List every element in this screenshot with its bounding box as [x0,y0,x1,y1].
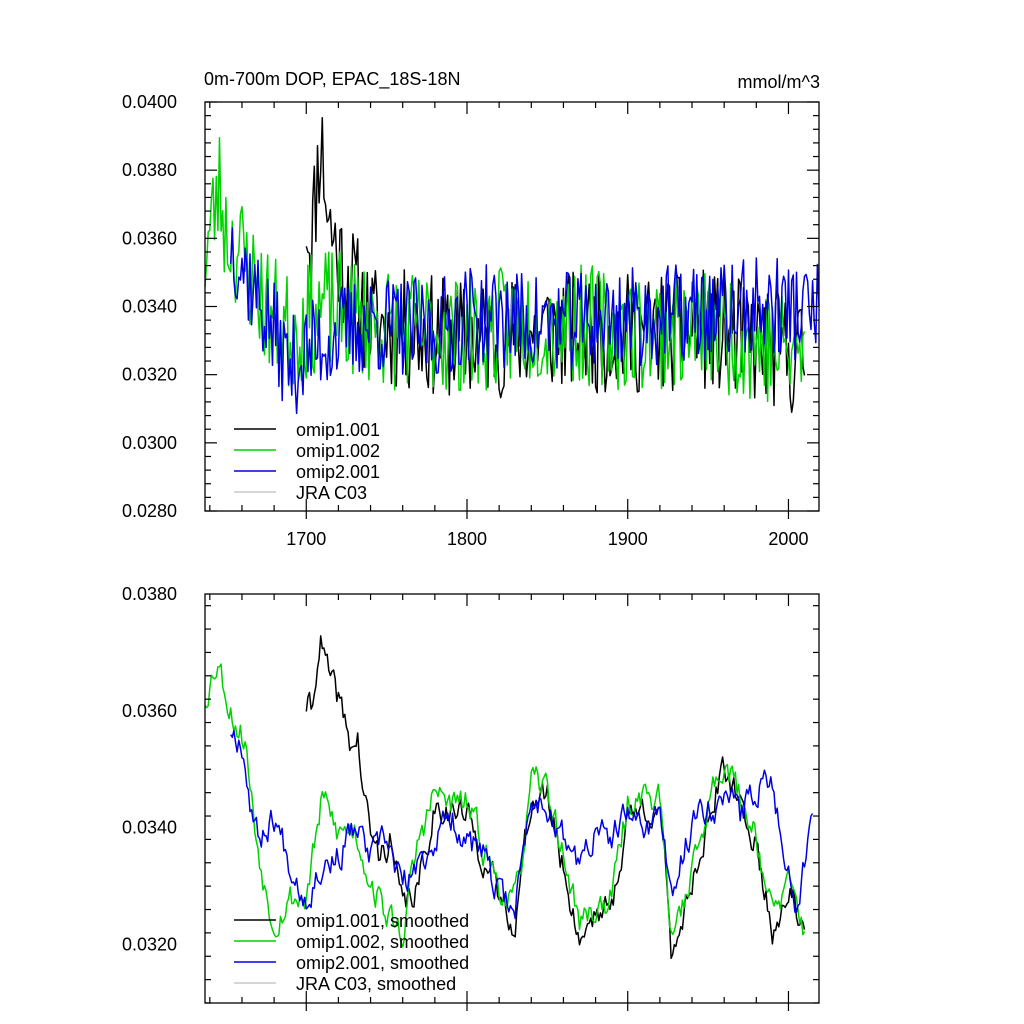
legend-label-jra-c03-smoothed: JRA C03, smoothed [296,974,456,994]
x-tick-label: 1700 [286,529,326,549]
legend-label-omip1-001-smoothed: omip1.001, smoothed [296,911,469,931]
ticks-layer: 0.0320 0.0340 0.0360 0.0380 [122,584,819,1011]
legend-label-jra-c03: JRA C03 [296,483,367,503]
series-line-omip2-001 [229,227,820,415]
y-tick-label: 0.0340 [122,818,177,838]
series-layer [204,117,820,415]
y-tick-label: 0.0380 [122,160,177,180]
series-layer [204,635,814,960]
x-tick-label: 1900 [608,529,648,549]
bottom-panel: 0.0320 0.0340 0.0360 0.0380 omip1.001, smoo… [122,584,820,1011]
plot-frame [204,593,820,1004]
x-tick-label: 2000 [768,529,808,549]
y-tick-label: 0.0320 [122,365,177,385]
y-tick-label: 0.0340 [122,297,177,317]
legend-label-omip1-002-smoothed: omip1.002, smoothed [296,932,469,952]
legend-label-omip2-001-smoothed: omip2.001, smoothed [296,953,469,973]
ticks-layer: 1700 1800 1900 2000 0.0280 0.0300 0.0320 0.0340… [122,92,819,549]
y-tick-label: 0.0360 [122,228,177,248]
series-line-omip2-001-smoothed [230,729,814,920]
y-tick-label: 0.0320 [122,935,177,955]
series-line-omip1-002 [204,136,806,403]
y-tick-label: 0.0360 [122,701,177,721]
legend-label-omip2-001: omip2.001 [296,462,380,482]
y-tick-label: 0.0380 [122,584,177,604]
legend-label-omip1-001: omip1.001 [296,420,380,440]
legend: omip1.001 omip1.002 omip2.001 JRA C03 [234,420,380,503]
y-tick-label: 0.0300 [122,433,177,453]
y-tick-label: 0.0280 [122,501,177,521]
series-line-omip1-001 [305,117,806,413]
legend-label-omip1-002: omip1.002 [296,441,380,461]
legend: omip1.001, smoothed omip1.002, smoothed … [234,911,469,994]
chart-title: 0m-700m DOP, EPAC_18S-18N [204,69,460,90]
top-panel: 0m-700m DOP, EPAC_18S-18N mmol/m^3 1700 1… [122,69,820,549]
y-tick-label: 0.0400 [122,92,177,112]
x-tick-label: 1800 [447,529,487,549]
units-label: mmol/m^3 [738,72,820,92]
